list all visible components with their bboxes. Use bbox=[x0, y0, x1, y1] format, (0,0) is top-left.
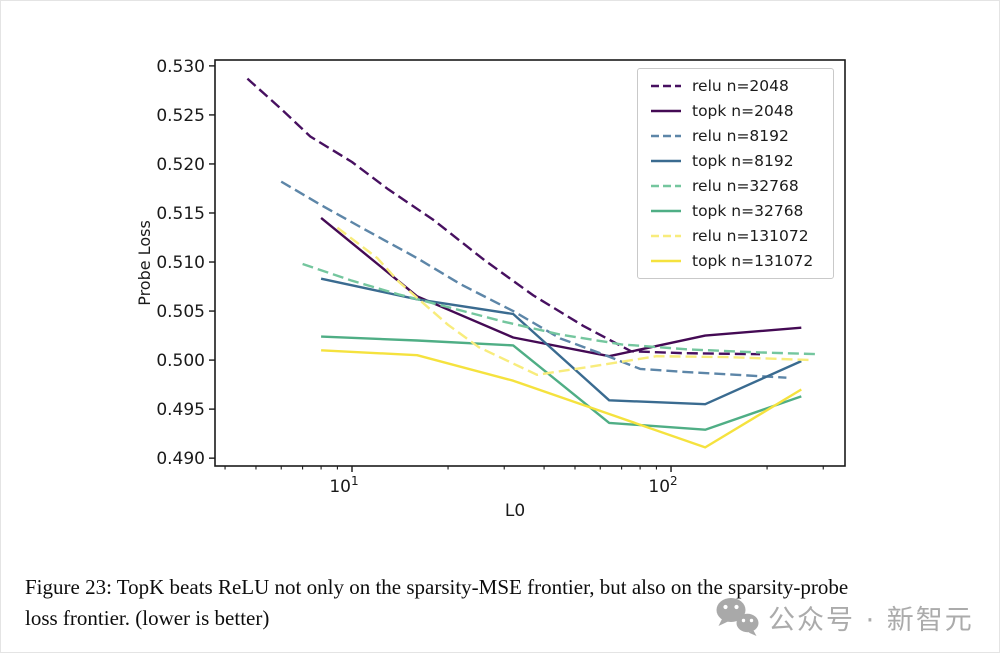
y-tick-label: 0.510 bbox=[156, 253, 205, 273]
y-tick-label: 0.530 bbox=[156, 57, 205, 77]
dashed-line-swatch-icon bbox=[651, 235, 681, 238]
legend-row: relu n=131072 bbox=[650, 225, 833, 247]
wechat-icon bbox=[716, 598, 759, 636]
solid-line-swatch-icon bbox=[651, 209, 681, 213]
figure-caption-line1: Figure 23: TopK beats ReLU not only on t… bbox=[25, 575, 849, 599]
y-axis-label: Probe Loss bbox=[135, 220, 154, 306]
series-line-topk-n-131072 bbox=[321, 349, 802, 449]
legend-row: topk n=8192 bbox=[650, 150, 833, 172]
x-tick-label: 101 bbox=[329, 474, 358, 497]
legend-label: relu n=2048 bbox=[692, 76, 789, 95]
legend-label: topk n=8192 bbox=[692, 151, 794, 170]
solid-line-swatch-icon bbox=[651, 260, 681, 263]
legend-row: relu n=32768 bbox=[650, 175, 833, 197]
figure-caption: Figure 23: TopK beats ReLU not only on t… bbox=[25, 572, 975, 634]
plot-frame bbox=[214, 59, 846, 467]
series-line-relu-n-8192 bbox=[280, 180, 787, 379]
x-tick-label: 102 bbox=[648, 474, 677, 497]
chart-legend: relu n=2048 topk n=2048 relu n=8192 topk n=… bbox=[637, 68, 834, 279]
y-tick-label: 0.515 bbox=[156, 204, 205, 224]
legend-row: topk n=2048 bbox=[650, 100, 833, 122]
watermark: 公众号 · 新智元 bbox=[714, 596, 974, 638]
series-line-topk-n-32768 bbox=[321, 335, 802, 431]
series-line-relu-n-2048 bbox=[246, 77, 761, 356]
dashed-line-swatch-icon bbox=[651, 84, 681, 87]
series-line-relu-n-131072 bbox=[336, 226, 813, 376]
legend-row: topk n=131072 bbox=[650, 250, 833, 272]
legend-label: topk n=2048 bbox=[692, 101, 794, 120]
y-tick-label: 0.495 bbox=[156, 400, 205, 420]
legend-row: topk n=32768 bbox=[650, 200, 833, 222]
legend-label: relu n=8192 bbox=[692, 126, 789, 145]
dashed-line-swatch-icon bbox=[651, 134, 681, 138]
x-axis-label: L0 bbox=[505, 501, 525, 521]
solid-line-swatch-icon bbox=[651, 109, 681, 112]
legend-label: relu n=131072 bbox=[692, 227, 809, 246]
legend-label: relu n=32768 bbox=[692, 177, 799, 196]
y-tick-label: 0.520 bbox=[156, 155, 205, 175]
legend-row: relu n=2048 bbox=[650, 75, 833, 97]
figure-caption-line2: loss frontier. (lower is better) bbox=[25, 606, 270, 630]
y-tick-label: 0.505 bbox=[156, 302, 205, 322]
y-tick-label: 0.525 bbox=[156, 106, 205, 126]
solid-line-swatch-icon bbox=[651, 159, 681, 163]
legend-label: topk n=131072 bbox=[692, 252, 814, 271]
y-tick-label: 0.490 bbox=[156, 449, 205, 469]
dashed-line-swatch-icon bbox=[651, 184, 681, 188]
watermark-text: 公众号 · 新智元 bbox=[768, 604, 974, 636]
legend-label: topk n=32768 bbox=[692, 202, 804, 221]
legend-row: relu n=8192 bbox=[650, 125, 833, 147]
y-tick-label: 0.500 bbox=[156, 351, 205, 371]
